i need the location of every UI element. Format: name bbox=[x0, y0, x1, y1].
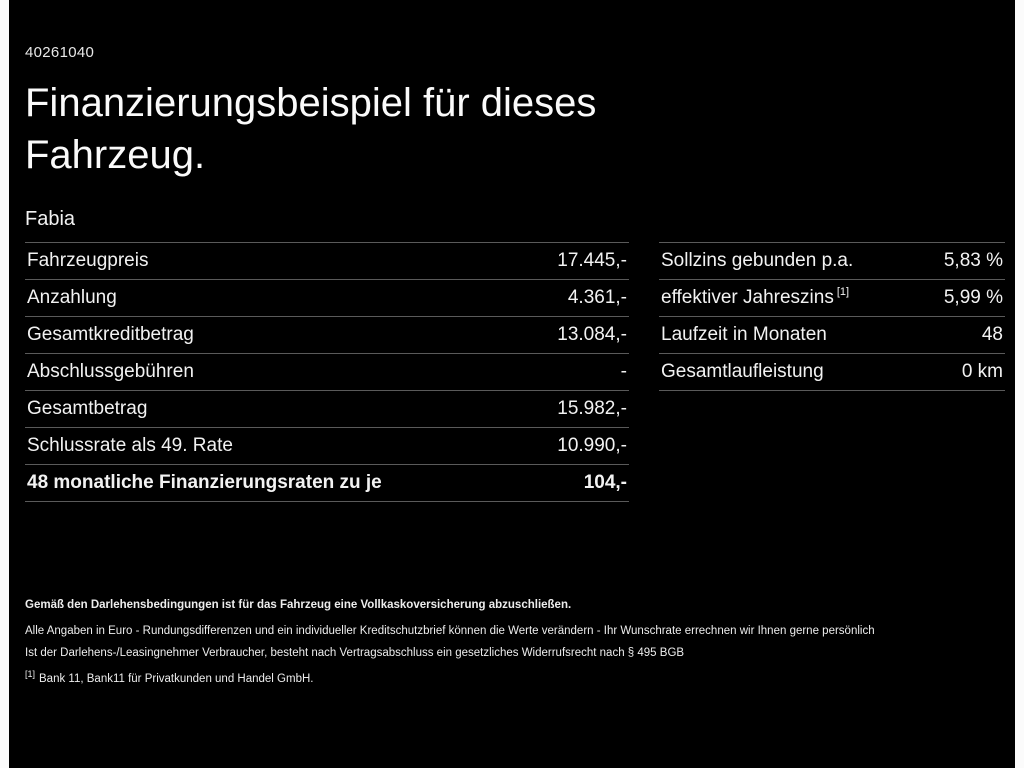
row-value: 4.361,- bbox=[567, 286, 627, 308]
table-row: Schlussrate als 49. Rate 10.990,- bbox=[25, 428, 629, 465]
footer-footnote: [1] Bank 11, Bank11 für Privatkunden und … bbox=[25, 669, 1001, 687]
table-row: Gesamtkreditbetrag 13.084,- bbox=[25, 317, 629, 354]
row-value: 48 bbox=[981, 323, 1003, 345]
row-label: Schlussrate als 49. Rate bbox=[27, 434, 233, 456]
footer-insurance-note: Gemäß den Darlehensbedingungen ist für d… bbox=[25, 599, 572, 611]
table-row: effektiver Jahreszins [1] 5,99 % bbox=[659, 280, 1005, 317]
footnote-text: Bank 11, Bank11 für Privatkunden und Han… bbox=[39, 673, 314, 685]
row-value: 5,99 % bbox=[943, 286, 1003, 308]
row-value: 104,- bbox=[583, 471, 627, 493]
table-row: Sollzins gebunden p.a. 5,83 % bbox=[659, 243, 1005, 280]
row-value: 17.445,- bbox=[557, 249, 627, 271]
table-row: Anzahlung 4.361,- bbox=[25, 280, 629, 317]
row-label: Laufzeit in Monaten bbox=[661, 323, 827, 345]
footnote-ref-marker: [1] bbox=[25, 669, 36, 680]
row-value: 5,83 % bbox=[943, 249, 1003, 271]
row-label: Gesamtlaufleistung bbox=[661, 360, 824, 382]
finance-tables: Fahrzeugpreis 17.445,- Anzahlung 4.361,-… bbox=[25, 241, 1005, 502]
table-row: Abschlussgebühren - bbox=[25, 354, 629, 391]
row-label: Gesamtkreditbetrag bbox=[27, 323, 194, 345]
footnote-ref-marker: [1] bbox=[836, 286, 850, 299]
table-row: Gesamtbetrag 15.982,- bbox=[25, 391, 629, 428]
offer-id: 40261040 bbox=[25, 44, 95, 61]
table-row: Laufzeit in Monaten 48 bbox=[659, 317, 1005, 354]
table-row: Gesamtlaufleistung 0 km bbox=[659, 354, 1005, 391]
row-value: 15.982,- bbox=[557, 397, 627, 419]
footer-disclaimer-line: Alle Angaben in Euro - Rundungsdifferenz… bbox=[25, 625, 875, 637]
page-title: Finanzierungsbeispiel für dieses Fahrzeu… bbox=[25, 81, 597, 177]
table-row-monthly-rate: 48 monatliche Finanzierungsraten zu je 1… bbox=[25, 465, 629, 502]
row-label: Abschlussgebühren bbox=[27, 360, 194, 382]
row-value: 10.990,- bbox=[557, 434, 627, 456]
vehicle-model: Fabia bbox=[25, 207, 76, 230]
row-label: Anzahlung bbox=[27, 286, 117, 308]
row-label: effektiver Jahreszins [1] bbox=[661, 286, 850, 308]
row-label: Fahrzeugpreis bbox=[27, 249, 149, 271]
row-value: 0 km bbox=[961, 360, 1003, 382]
row-label: Gesamtbetrag bbox=[27, 397, 148, 419]
row-label: 48 monatliche Finanzierungsraten zu je bbox=[27, 471, 382, 493]
row-label: Sollzins gebunden p.a. bbox=[661, 249, 854, 271]
content-area: 40261040 Finanzierungsbeispiel für diese… bbox=[9, 0, 1015, 502]
row-value: - bbox=[620, 360, 627, 382]
footer-withdrawal-line: Ist der Darlehens-/Leasingnehmer Verbrau… bbox=[25, 647, 685, 659]
finance-table-left: Fahrzeugpreis 17.445,- Anzahlung 4.361,-… bbox=[25, 241, 629, 502]
row-value: 13.084,- bbox=[557, 323, 627, 345]
finance-table-right: Sollzins gebunden p.a. 5,83 % effektiver… bbox=[659, 241, 1005, 391]
legal-footer: Gemäß den Darlehensbedingungen ist für d… bbox=[25, 598, 1001, 687]
table-row: Fahrzeugpreis 17.445,- bbox=[25, 243, 629, 280]
